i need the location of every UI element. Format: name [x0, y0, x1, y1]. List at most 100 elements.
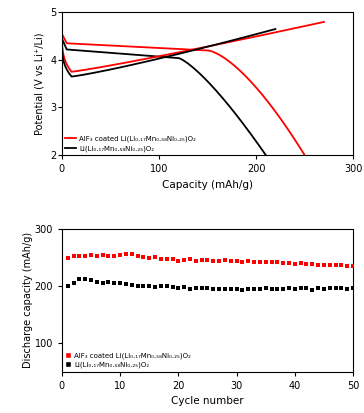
- Point: [240, 258, 245, 265]
- Point: [327, 285, 333, 292]
- Point: [199, 285, 205, 292]
- Point: [181, 284, 187, 291]
- Point: [123, 280, 129, 287]
- Point: [234, 258, 240, 264]
- Point: [146, 282, 152, 289]
- X-axis label: Capacity (mAh/g): Capacity (mAh/g): [162, 180, 253, 190]
- Point: [245, 286, 251, 292]
- Point: [88, 252, 94, 258]
- Point: [298, 260, 304, 267]
- Point: [280, 260, 286, 266]
- Legend: AlF₃ coated Li(Li₀.₁₇Mn₀.₅₈Ni₀.₂₅)O₂, Li(Li₀.₁₇Mn₀.₅₈Ni₀.₂₅)O₂: AlF₃ coated Li(Li₀.₁₇Mn₀.₅₈Ni₀.₂₅)O₂, Li…: [66, 352, 191, 368]
- Point: [152, 254, 158, 260]
- Point: [251, 286, 257, 292]
- Y-axis label: Discharge capacity (mAh/g): Discharge capacity (mAh/g): [23, 233, 33, 368]
- Point: [315, 285, 321, 291]
- Point: [245, 258, 251, 265]
- Point: [350, 263, 356, 269]
- Point: [141, 282, 146, 289]
- Point: [158, 282, 164, 289]
- Point: [106, 253, 111, 259]
- Point: [135, 282, 141, 289]
- Point: [187, 256, 193, 263]
- Point: [298, 285, 304, 292]
- Point: [350, 284, 356, 291]
- Point: [187, 285, 193, 292]
- Point: [117, 280, 123, 287]
- Point: [344, 263, 350, 270]
- Point: [274, 259, 280, 266]
- Point: [100, 252, 106, 259]
- Point: [146, 255, 152, 261]
- Point: [327, 261, 333, 268]
- Point: [333, 285, 339, 291]
- Point: [304, 261, 309, 267]
- Point: [309, 286, 315, 293]
- Point: [210, 285, 216, 292]
- Point: [106, 278, 111, 285]
- Y-axis label: Potential (V vs Li⁺/Li): Potential (V vs Li⁺/Li): [35, 33, 44, 135]
- X-axis label: Cycle number: Cycle number: [171, 396, 244, 406]
- Point: [111, 252, 117, 259]
- Point: [333, 262, 339, 269]
- Point: [175, 285, 181, 291]
- Point: [123, 251, 129, 258]
- Point: [286, 285, 292, 292]
- Point: [240, 286, 245, 293]
- Point: [65, 255, 71, 262]
- Point: [222, 286, 228, 292]
- Point: [257, 259, 263, 265]
- Point: [269, 259, 274, 265]
- Point: [94, 279, 100, 285]
- Point: [280, 285, 286, 292]
- Point: [88, 277, 94, 284]
- Point: [257, 285, 263, 292]
- Point: [321, 285, 327, 292]
- Point: [205, 256, 210, 263]
- Point: [199, 257, 205, 263]
- Point: [210, 258, 216, 264]
- Point: [292, 261, 298, 267]
- Point: [175, 257, 181, 264]
- Point: [129, 281, 135, 288]
- Point: [263, 259, 269, 266]
- Point: [129, 251, 135, 258]
- Point: [181, 256, 187, 263]
- Point: [344, 285, 350, 292]
- Point: [216, 286, 222, 292]
- Point: [251, 259, 257, 265]
- Point: [228, 257, 234, 264]
- Point: [304, 285, 309, 292]
- Point: [292, 285, 298, 292]
- Point: [193, 285, 199, 292]
- Point: [339, 261, 344, 268]
- Point: [263, 285, 269, 292]
- Legend: AlF₃ coated Li(Li₀.₁₇Mn₀.₅₈Ni₀.₂₅)O₂, Li(Li₀.₁₇Mn₀.₅₈Ni₀.₂₅)O₂: AlF₃ coated Li(Li₀.₁₇Mn₀.₅₈Ni₀.₂₅)O₂, Li…: [66, 136, 196, 152]
- Point: [100, 280, 106, 286]
- Point: [269, 286, 274, 292]
- Point: [76, 253, 82, 259]
- Point: [94, 252, 100, 259]
- Point: [205, 285, 210, 291]
- Point: [82, 276, 88, 282]
- Point: [82, 252, 88, 259]
- Point: [234, 286, 240, 293]
- Point: [135, 253, 141, 259]
- Point: [321, 261, 327, 268]
- Point: [164, 256, 170, 262]
- Point: [76, 276, 82, 282]
- Point: [152, 283, 158, 290]
- Point: [286, 260, 292, 266]
- Point: [274, 286, 280, 292]
- Point: [222, 257, 228, 263]
- Point: [315, 261, 321, 268]
- Point: [141, 254, 146, 261]
- Point: [339, 285, 344, 291]
- Point: [193, 257, 199, 264]
- Point: [216, 257, 222, 264]
- Point: [164, 283, 170, 290]
- Point: [117, 252, 123, 258]
- Point: [228, 286, 234, 292]
- Point: [111, 280, 117, 286]
- Point: [65, 283, 71, 290]
